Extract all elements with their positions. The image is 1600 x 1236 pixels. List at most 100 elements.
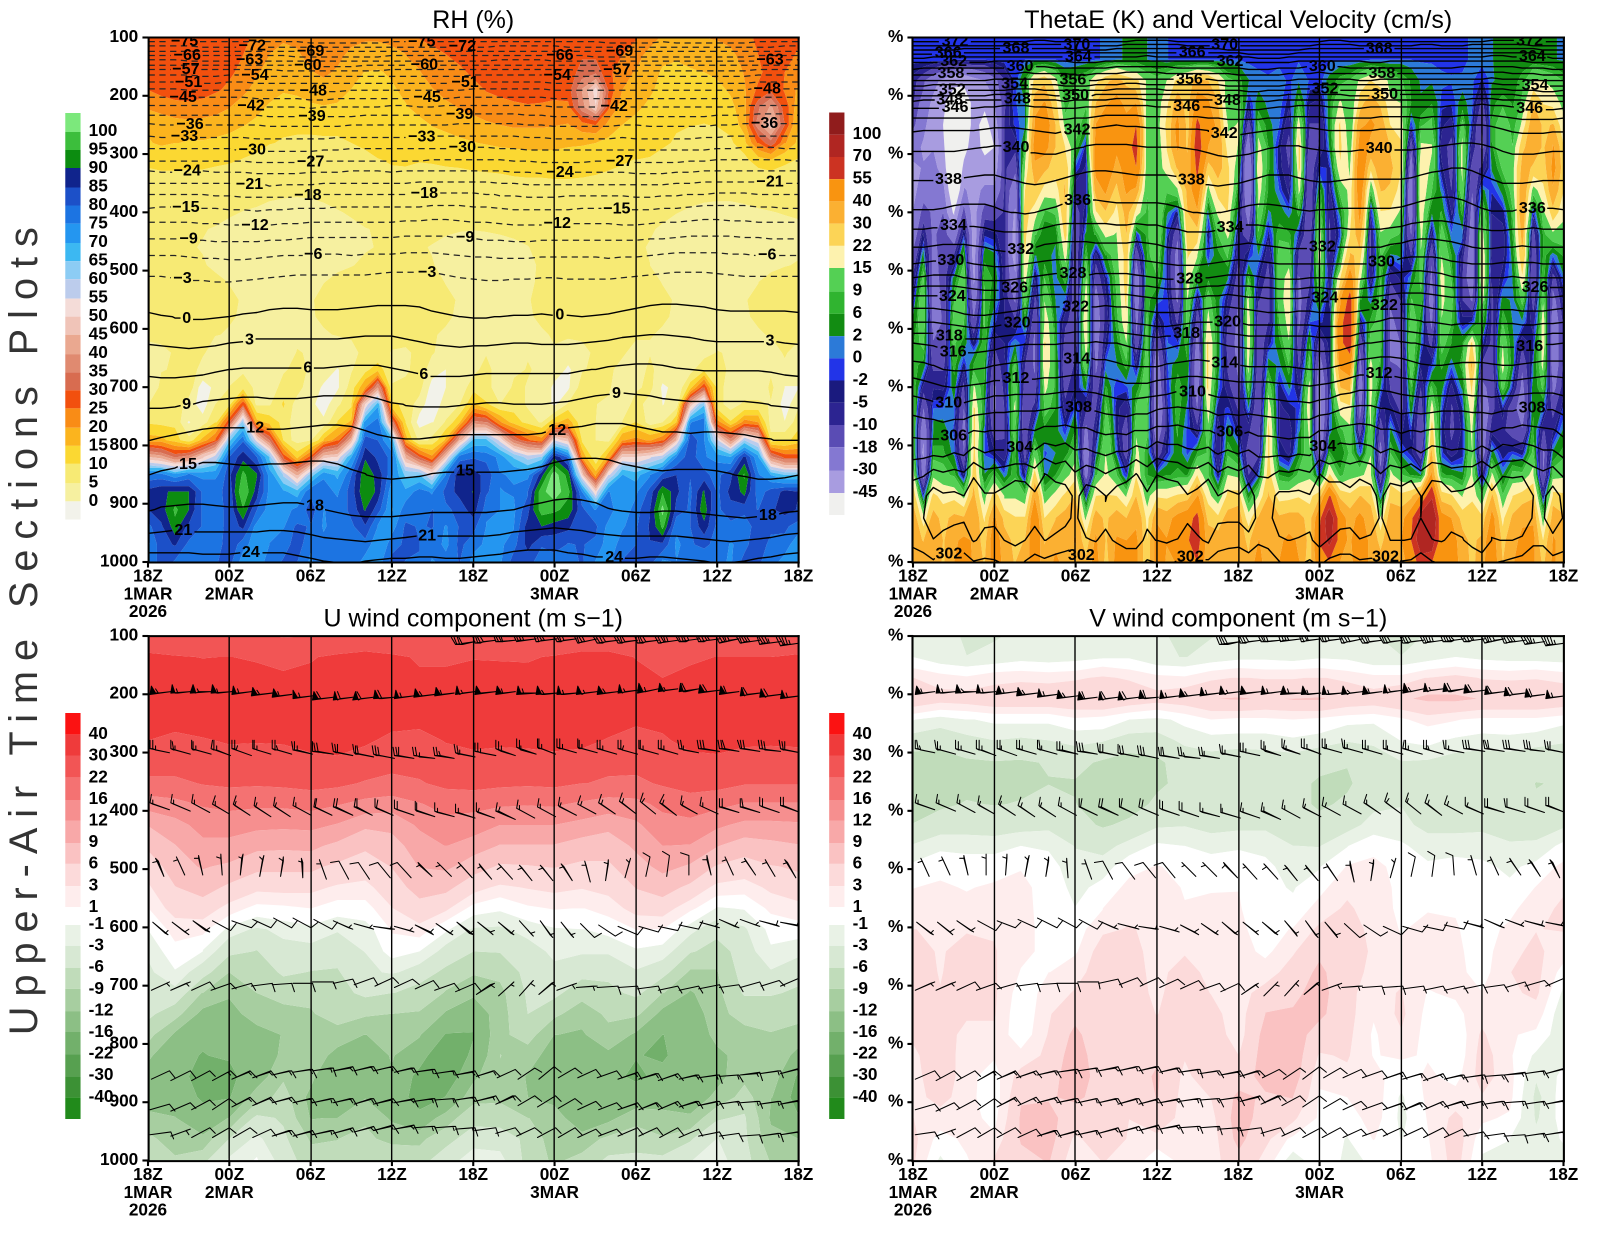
svg-text:6: 6 [303,359,312,377]
svg-text:700: 700 [110,376,139,396]
svg-text:308: 308 [1065,398,1092,416]
svg-text:324: 324 [1311,288,1338,306]
svg-text:362: 362 [1217,52,1244,70]
svg-text:%: % [888,492,903,512]
svg-text:2026: 2026 [894,1199,932,1219]
svg-text:−60: −60 [411,56,438,74]
svg-text:342: 342 [1211,124,1238,142]
svg-text:24: 24 [605,548,623,566]
svg-text:-16: -16 [89,1021,114,1041]
svg-text:−33: −33 [171,127,198,145]
svg-text:6: 6 [89,853,99,873]
svg-text:-16: -16 [853,1021,878,1041]
svg-text:318: 318 [936,327,963,345]
svg-text:%: % [888,974,903,994]
svg-text:302: 302 [1177,548,1204,566]
svg-text:12: 12 [89,810,108,830]
svg-text:9: 9 [182,395,191,413]
svg-text:−75: −75 [408,32,435,50]
svg-text:70: 70 [89,231,108,251]
svg-text:06Z: 06Z [1386,1164,1416,1184]
svg-text:90: 90 [89,157,108,177]
svg-text:12Z: 12Z [1142,1164,1172,1184]
svg-text:−42: −42 [237,96,264,114]
svg-text:Upper-Air Time Sections Plots: Upper-Air Time Sections Plots [2,217,46,1035]
svg-text:0: 0 [853,347,863,367]
svg-text:22: 22 [853,766,872,786]
svg-text:-18: -18 [853,436,878,456]
svg-text:302: 302 [1372,547,1399,565]
svg-text:−66: −66 [174,46,201,64]
svg-text:22: 22 [853,235,872,255]
svg-text:40: 40 [853,190,872,210]
svg-text:−57: −57 [172,60,199,78]
svg-text:%: % [888,84,903,104]
svg-text:%: % [888,1149,903,1169]
svg-text:3MAR: 3MAR [530,583,579,603]
svg-text:500: 500 [110,259,139,279]
svg-text:16: 16 [853,788,872,808]
svg-text:350: 350 [1371,85,1398,103]
svg-text:18Z: 18Z [458,1164,488,1184]
svg-text:06Z: 06Z [1061,1164,1091,1184]
svg-text:−48: −48 [300,81,327,99]
svg-text:336: 336 [1519,199,1546,217]
svg-text:-3: -3 [89,935,104,955]
svg-text:366: 366 [1179,43,1206,61]
svg-text:334: 334 [940,216,967,234]
svg-text:−27: −27 [297,152,324,170]
svg-text:356: 356 [1176,70,1203,88]
svg-text:900: 900 [110,1091,139,1111]
svg-text:65: 65 [89,249,109,269]
svg-text:306: 306 [1216,422,1243,440]
svg-text:18: 18 [759,506,777,524]
svg-text:18Z: 18Z [1549,1164,1579,1184]
svg-text:%: % [888,858,903,878]
svg-text:21: 21 [418,526,436,544]
svg-text:18Z: 18Z [1223,1164,1253,1184]
svg-text:55: 55 [853,168,873,188]
svg-text:342: 342 [1064,121,1091,139]
svg-text:9: 9 [853,280,863,300]
svg-text:70: 70 [853,145,872,165]
svg-text:12: 12 [548,421,566,439]
svg-text:06Z: 06Z [1061,565,1091,585]
svg-text:-10: -10 [853,414,878,434]
svg-text:400: 400 [110,201,139,221]
svg-text:322: 322 [1371,296,1398,314]
svg-text:-45: -45 [853,481,878,501]
svg-text:370: 370 [1211,36,1238,54]
svg-text:320: 320 [1004,314,1031,332]
svg-text:302: 302 [1068,546,1095,564]
svg-text:50: 50 [89,305,108,325]
svg-text:2MAR: 2MAR [205,1182,254,1202]
svg-text:24: 24 [242,543,260,561]
svg-text:-6: -6 [89,956,104,976]
svg-text:900: 900 [110,492,139,512]
svg-text:−75: −75 [171,32,198,50]
svg-text:15: 15 [89,434,109,454]
svg-text:30: 30 [89,379,108,399]
svg-text:−12: −12 [241,216,268,234]
svg-text:304: 304 [1006,438,1033,456]
svg-text:324: 324 [939,287,966,305]
svg-text:3MAR: 3MAR [1295,583,1344,603]
svg-text:−51: −51 [451,73,478,91]
svg-text:12Z: 12Z [1467,1164,1497,1184]
svg-text:1MAR: 1MAR [124,583,173,603]
svg-text:340: 340 [1003,138,1030,156]
svg-text:1000: 1000 [100,1149,138,1169]
svg-text:372: 372 [942,32,969,50]
svg-text:%: % [888,916,903,936]
svg-text:−42: −42 [601,97,628,115]
svg-text:600: 600 [110,916,139,936]
svg-text:364: 364 [1065,47,1092,65]
svg-text:21: 21 [174,521,192,539]
svg-text:1MAR: 1MAR [124,1182,173,1202]
svg-text:ThetaE (K) and Vertical Veloci: ThetaE (K) and Vertical Velocity (cm/s) [1024,6,1452,34]
svg-text:312: 312 [1366,364,1393,382]
svg-text:800: 800 [110,434,139,454]
svg-text:300: 300 [110,143,139,163]
svg-text:302: 302 [935,545,962,563]
svg-text:%: % [888,201,903,221]
